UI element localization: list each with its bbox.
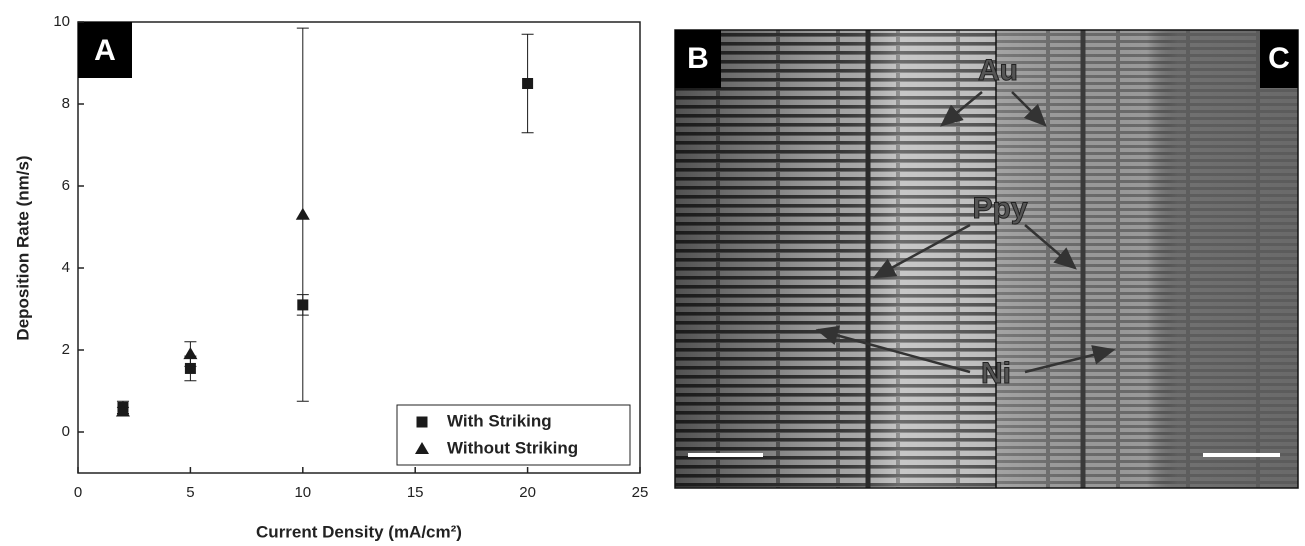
point <box>183 347 198 360</box>
arrows <box>815 91 1116 374</box>
y-tick-label: 8 <box>62 95 70 112</box>
x-tick-label: 5 <box>186 484 194 501</box>
point <box>522 78 534 89</box>
legend-box <box>396 404 631 466</box>
y-tick-label: 2 <box>62 341 70 358</box>
point <box>115 404 130 417</box>
legend-marker <box>415 442 429 454</box>
y-tick-label: 6 <box>62 177 70 194</box>
annotation: Ni <box>981 357 1011 390</box>
y-tick-label: 10 <box>53 13 70 30</box>
panel-label: B <box>687 42 709 75</box>
point <box>295 207 310 220</box>
legend-label: Without Striking <box>447 438 578 457</box>
legend-label: With Striking <box>447 411 552 430</box>
point <box>184 362 196 374</box>
legend-marker <box>416 416 428 428</box>
panel-label: C <box>1268 42 1290 75</box>
panel-box <box>78 22 132 78</box>
micrograph: B C Au Ppy Ni <box>674 29 1299 489</box>
x-axis-label: Current Density (mA/cm²) <box>256 522 462 541</box>
x-tick-label: 25 <box>632 484 649 501</box>
plot-frame <box>77 21 641 474</box>
annotation: Au <box>978 54 1018 87</box>
x-tick-label: 0 <box>74 484 82 501</box>
x-tick-label: 20 <box>519 484 536 501</box>
panel-label: A <box>94 34 116 67</box>
x-tick-label: 10 <box>294 484 311 501</box>
y-tick-label: 4 <box>62 259 70 276</box>
x-tick-label: 15 <box>407 484 424 501</box>
annotation: Ppy <box>972 192 1027 225</box>
y-axis-label: Deposition Rate (nm/s) <box>13 155 32 340</box>
y-tick-label: 0 <box>62 423 70 440</box>
